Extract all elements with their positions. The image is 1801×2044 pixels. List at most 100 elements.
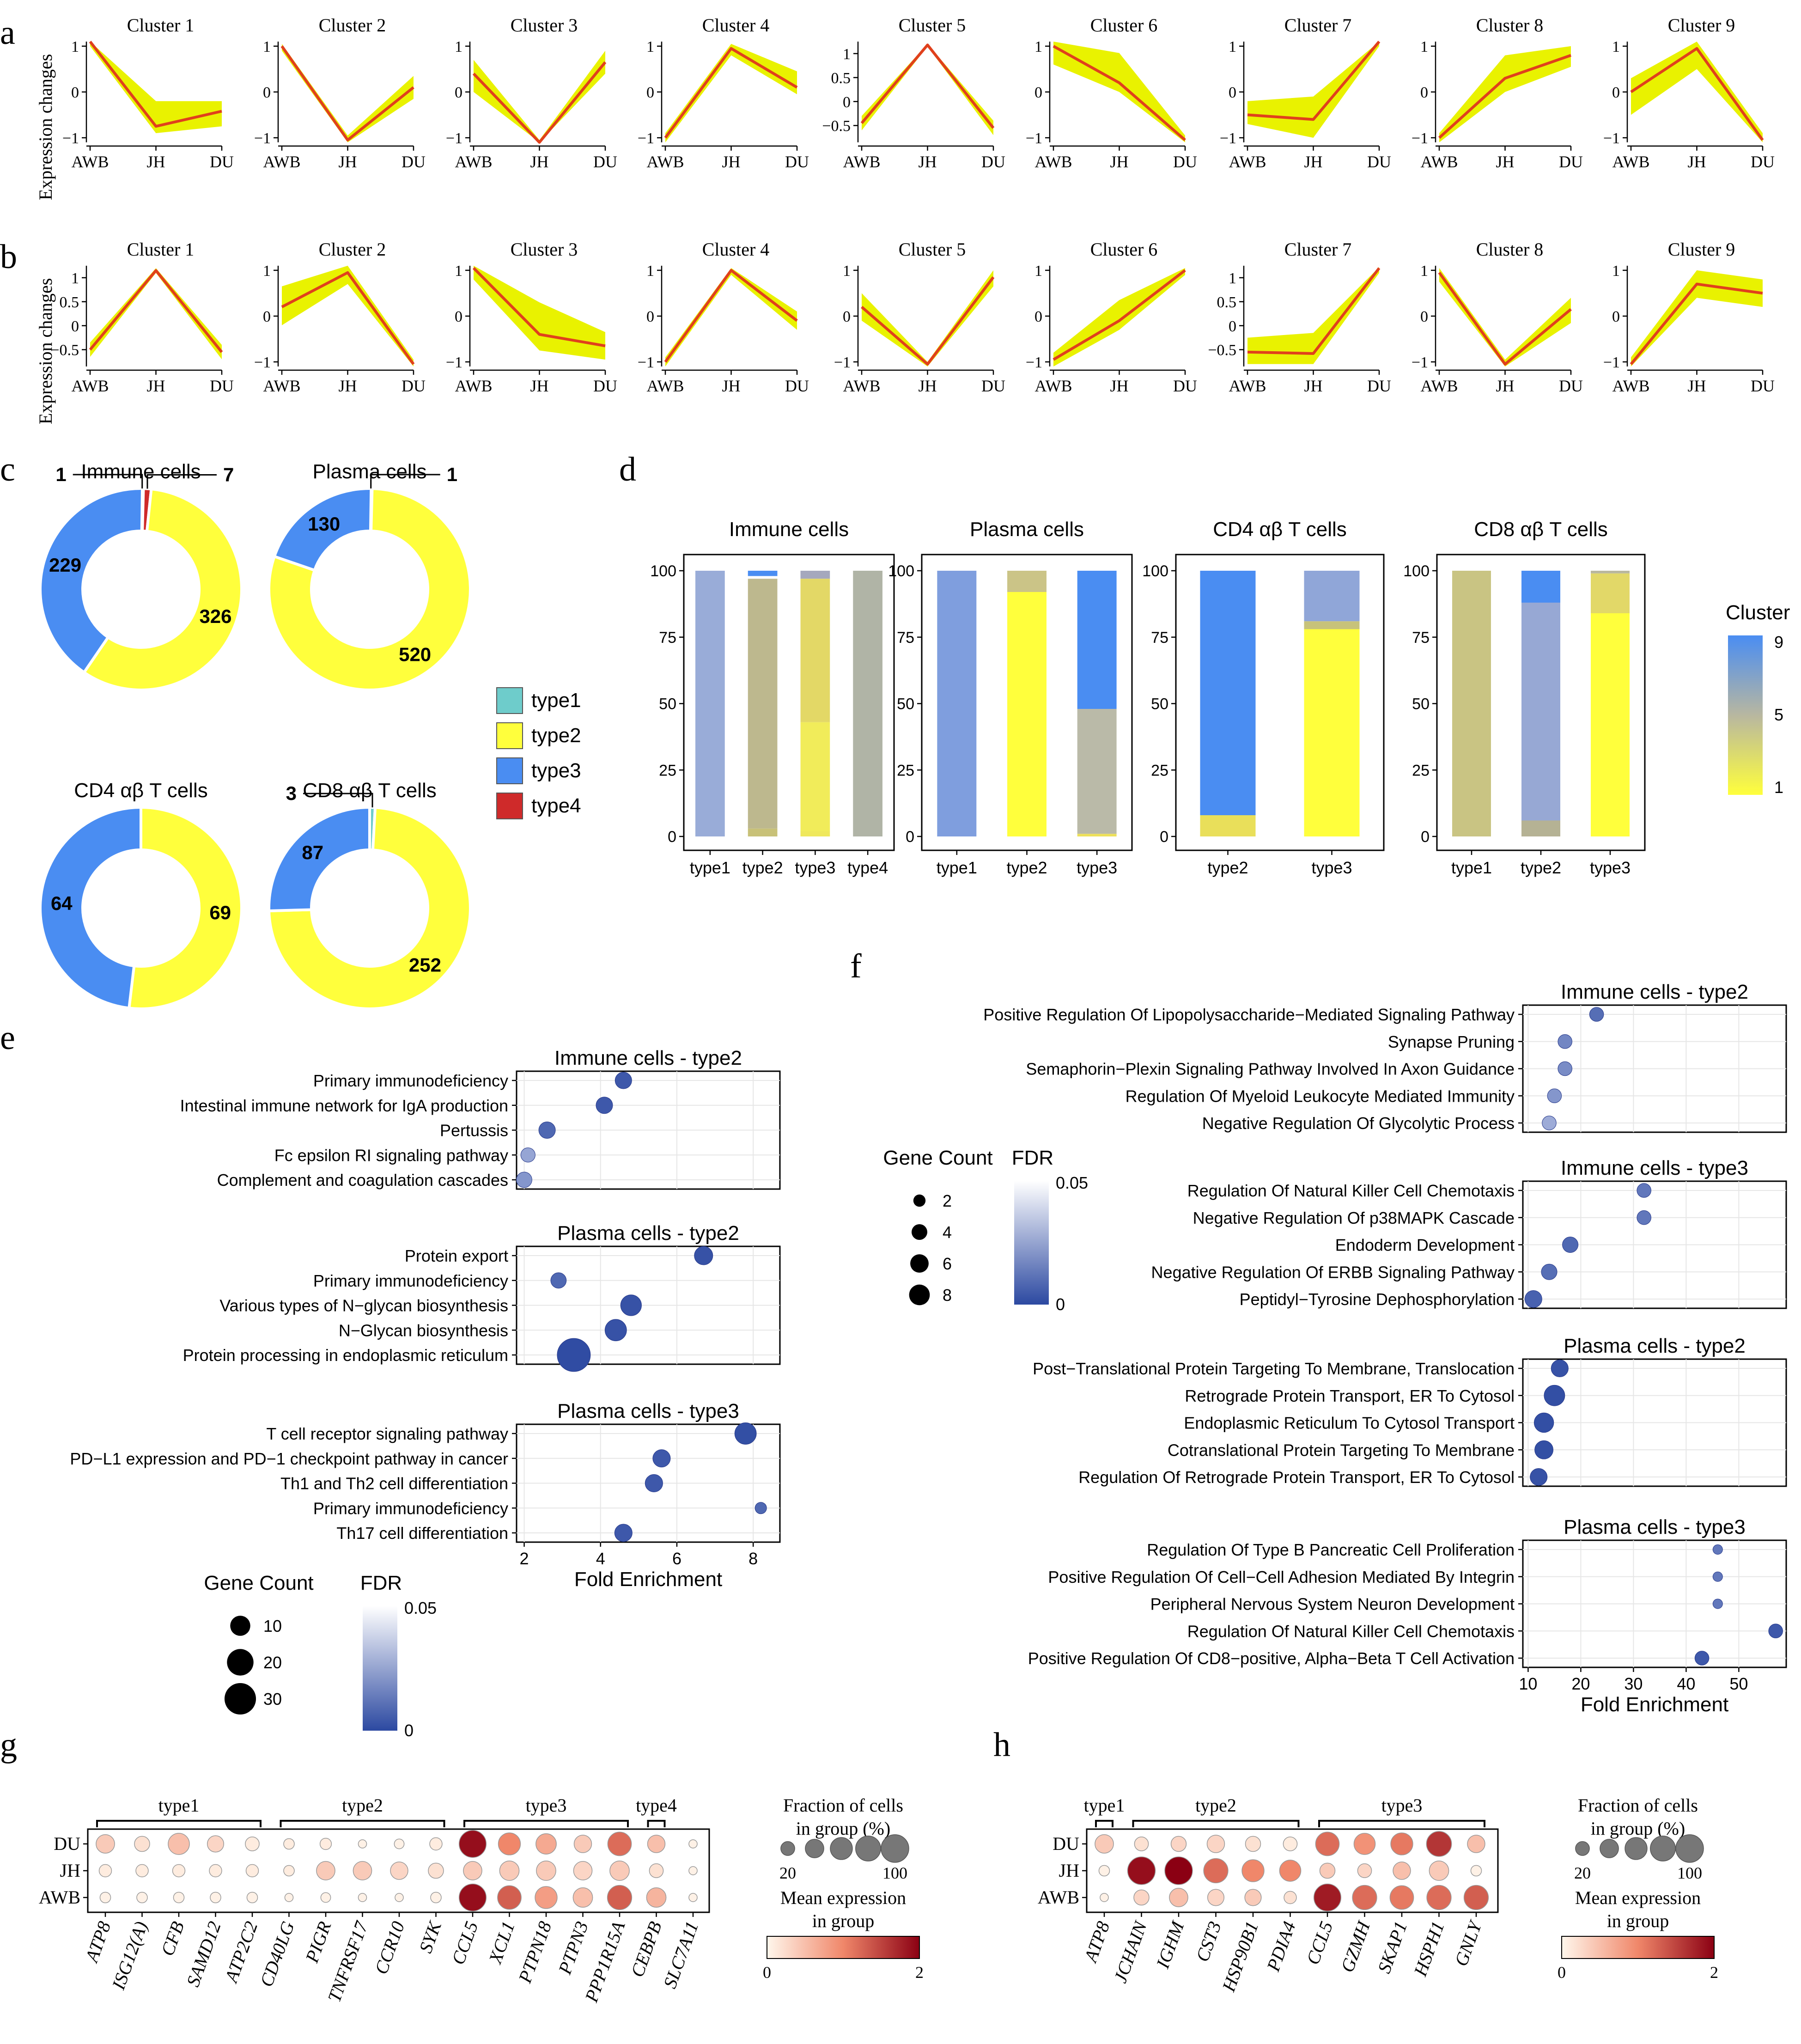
term-dot (1534, 1440, 1554, 1459)
cluster-title: Cluster 4 (702, 15, 770, 36)
expr-legend-tick: 2 (1710, 1963, 1718, 1982)
gene-dot (1169, 1888, 1188, 1907)
cluster-plot-5: Cluster 5 1 0.5 0 −0.5 AWB JH DU (822, 15, 1005, 171)
size-legend-label: 4 (943, 1223, 952, 1242)
gene-dot (607, 1831, 632, 1856)
y-tick-label: 0 (1612, 84, 1620, 101)
legend-title-line: in group (%) (1591, 1818, 1685, 1839)
legend-swatch-type1 (496, 687, 523, 714)
term-label: Th17 cell differentiation (336, 1524, 508, 1543)
size-legend-dot (912, 1224, 927, 1240)
bar-panel-4: CD8 αβ T cells 100 75 50 25 0 type1 type2 type3 (1403, 518, 1646, 877)
x-tick-label: AWB (263, 377, 300, 395)
bar-segment (1452, 571, 1491, 836)
group-bracket (1318, 1820, 1485, 1827)
y-tick-label: 50 (1412, 696, 1430, 713)
bar-segment (1521, 820, 1560, 836)
y-tick-label: 75 (1151, 629, 1168, 647)
x-tick-label: 10 (1519, 1674, 1537, 1693)
term-label: PD−L1 expression and PD−1 checkpoint pat… (70, 1449, 508, 1468)
y-tick-label: 1 (843, 46, 851, 63)
gene-dot (1170, 1836, 1187, 1852)
frac-legend-dot (805, 1839, 824, 1858)
gene-dot (173, 1891, 185, 1904)
gene-dot (1393, 1861, 1411, 1880)
donut-1: Immune cells 326 229 1 7 (39, 460, 243, 691)
variance-band (474, 50, 605, 143)
variance-band (862, 270, 993, 366)
y-tick-label: −1 (1412, 130, 1428, 147)
gene-label: CCL5 (1302, 1919, 1337, 1967)
y-tick-label: 0 (71, 318, 79, 335)
x-tick-label: AWB (843, 153, 880, 171)
gene-dot (394, 1838, 405, 1849)
term-label: Fc epsilon RI signaling pathway (274, 1146, 508, 1165)
x-tick-label: type3 (1077, 858, 1117, 877)
slice-label-type3: 87 (302, 842, 323, 863)
frac-legend-dot (1575, 1841, 1590, 1856)
term-label: Endoderm Development (1335, 1236, 1515, 1255)
cluster-plot-2: Cluster 2 1 0 −1 AWB JH DU (254, 239, 426, 395)
cluster-title: Cluster 3 (511, 15, 578, 36)
gene-dot (1429, 1861, 1449, 1881)
x-tick-label: 50 (1729, 1674, 1748, 1693)
y-tick-label: −1 (638, 354, 654, 371)
gene-dot (168, 1833, 190, 1855)
group-label: type1 (1084, 1795, 1125, 1816)
row-label: AWB (39, 1887, 80, 1908)
gene-label: SYK (415, 1918, 446, 1956)
term-label: Synapse Pruning (1388, 1032, 1515, 1051)
term-dot (520, 1147, 535, 1163)
gene-label: CCL5 (447, 1919, 482, 1967)
legend-title-line: Fraction of cells (783, 1795, 903, 1816)
y-tick-label: 1 (1420, 38, 1428, 55)
mean-line (281, 271, 415, 365)
gene-label: GZMH (1337, 1918, 1375, 1975)
gene-label: PTPN18 (514, 1919, 556, 1986)
callout-label-type4: 1 (447, 464, 457, 485)
term-label: Peptidyl−Tyrosine Dephosphorylation (1240, 1290, 1515, 1309)
term-label: Semaphorin−Plexin Signaling Pathway Invo… (1026, 1060, 1515, 1079)
gene-dot (688, 1839, 698, 1849)
donut-title: CD4 αβ T cells (74, 779, 208, 802)
bar-panel-2: Plasma cells 100 75 50 25 0 type1 type2 type3 (888, 518, 1133, 877)
gene-dot (210, 1891, 221, 1904)
donut-3: CD4 αβ T cells 69 64 (39, 779, 243, 1010)
term-label: Regulation Of Type B Pancreatic Cell Pro… (1147, 1540, 1515, 1559)
term-dot (1558, 1034, 1572, 1049)
x-tick-label: DU (1173, 377, 1197, 395)
y-tick-label: 0.5 (831, 70, 851, 87)
gene-dot (1245, 1836, 1261, 1852)
mean-line (1247, 267, 1381, 355)
mean-line (1247, 41, 1381, 121)
fdr-legend-bar (1014, 1181, 1049, 1305)
slice-type2 (267, 806, 472, 1010)
x-tick-label: 4 (596, 1549, 605, 1568)
mean-line (472, 267, 606, 348)
legend-label-type2: type2 (531, 724, 581, 747)
y-tick-label: 0.5 (1217, 294, 1237, 311)
cluster-title: Cluster 1 (127, 239, 195, 260)
group-title: Plasma cells - type3 (557, 1400, 739, 1422)
variance-band (90, 268, 222, 360)
cluster-title: Cluster 8 (1476, 15, 1544, 36)
mean-line (89, 41, 222, 128)
x-tick-label: AWB (1612, 153, 1649, 171)
cluster-legend-tick: 5 (1774, 705, 1783, 724)
frac-legend-tick: 100 (882, 1864, 907, 1882)
row-label: JH (1059, 1860, 1079, 1881)
frac-legend-tick: 20 (1574, 1864, 1591, 1882)
x-tick-label: JH (1687, 377, 1706, 395)
gene-dot (1353, 1833, 1376, 1855)
bar-segment (748, 579, 778, 829)
y-tick-label: 0 (455, 84, 462, 101)
gene-dot (1319, 1862, 1336, 1879)
gene-dot (1127, 1856, 1156, 1885)
cluster-legend-bar (1728, 635, 1763, 795)
term-dot (1533, 1412, 1554, 1433)
gene-label: XCL1 (484, 1919, 519, 1967)
bar-segment (1007, 571, 1047, 592)
bar-segment (1077, 709, 1117, 834)
group-label: type2 (1195, 1795, 1236, 1816)
